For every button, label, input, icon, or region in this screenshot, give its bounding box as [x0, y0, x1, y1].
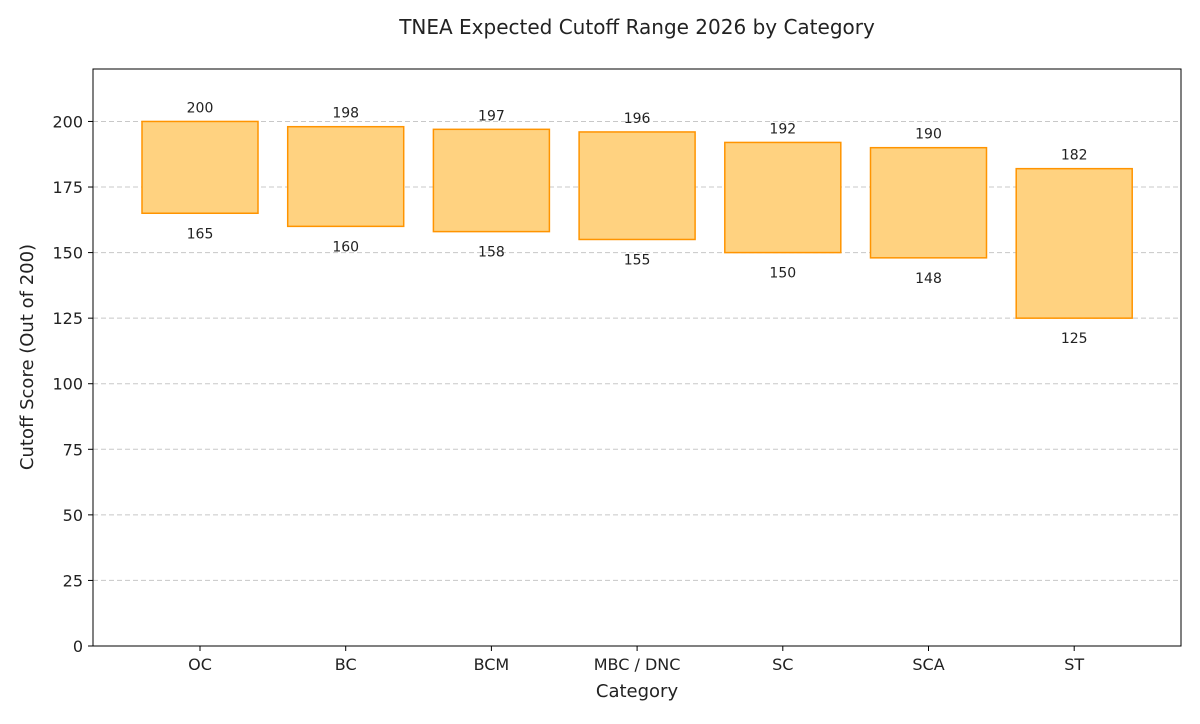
high-value-label-bc: 198 — [332, 106, 359, 122]
x-tick-label-bcm: BCM — [474, 655, 510, 674]
low-value-label-sca: 148 — [915, 271, 942, 287]
range-bar-st — [1015, 167, 1133, 319]
range-bar-oc — [141, 120, 259, 214]
y-axis-label: Cutoff Score (Out of 200) — [17, 244, 38, 470]
low-value-label-bcm: 158 — [478, 245, 505, 261]
x-tick-label-sc: SC — [772, 655, 793, 674]
plot-frame — [92, 68, 1182, 647]
range-bar-mbc-dnc — [578, 131, 696, 241]
y-tick-label-175: 175 — [52, 178, 83, 197]
x-tick-label-st: ST — [1064, 655, 1084, 674]
range-bar-bcm — [432, 128, 551, 233]
y-tick-label-50: 50 — [63, 506, 83, 525]
y-tick-label-25: 25 — [63, 571, 83, 590]
y-tick-label-0: 0 — [73, 637, 83, 656]
low-value-label-bc: 160 — [332, 239, 359, 255]
high-value-label-mbc-dnc: 196 — [624, 111, 651, 127]
high-value-label-sc: 192 — [769, 121, 796, 137]
y-tick-label-200: 200 — [52, 112, 83, 131]
y-tick-label-75: 75 — [63, 440, 83, 459]
x-tick-label-mbc-dnc: MBC / DNC — [594, 655, 681, 674]
x-tick-label-oc: OC — [188, 655, 212, 674]
low-value-label-mbc-dnc: 155 — [624, 252, 651, 268]
low-value-label-sc: 150 — [769, 266, 796, 282]
low-value-label-st: 125 — [1061, 331, 1088, 347]
high-value-label-oc: 200 — [187, 100, 214, 116]
y-tick-label-150: 150 — [52, 244, 83, 263]
high-value-label-sca: 190 — [915, 127, 942, 143]
data-labels: 200 165 198 160 197 158 196 155 192 150 190 148 182 1… — [187, 100, 1088, 347]
low-value-label-oc: 165 — [187, 226, 214, 242]
range-bar-bc — [286, 125, 405, 228]
x-tick-label-sca: SCA — [912, 655, 944, 674]
high-value-label-bcm: 197 — [478, 108, 505, 124]
y-tick-label-125: 125 — [52, 309, 83, 328]
y-tick-label-100: 100 — [52, 375, 83, 394]
range-bar-sc — [724, 141, 842, 254]
chart-title: TNEA Expected Cutoff Range 2026 by Categ… — [398, 15, 875, 39]
range-bars — [141, 120, 1133, 319]
high-value-label-st: 182 — [1061, 148, 1088, 164]
axes: OC BC BCM MBC / DNC SC SCA ST 0 25 50 75 100 125 150 1… — [52, 68, 1182, 674]
x-axis-label: Category — [596, 681, 679, 702]
range-bar-sca — [869, 146, 988, 259]
x-tick-label-bc: BC — [335, 655, 357, 674]
